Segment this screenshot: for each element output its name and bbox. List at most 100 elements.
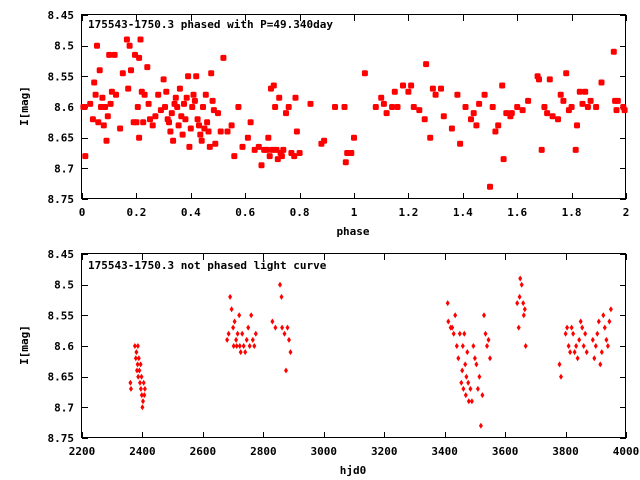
data-point	[516, 324, 521, 331]
data-point	[288, 349, 293, 356]
data-point	[472, 355, 477, 362]
data-point	[142, 392, 147, 399]
data-point	[204, 119, 211, 126]
data-point	[92, 91, 99, 98]
data-point	[103, 137, 110, 144]
data-point	[139, 392, 144, 399]
data-point	[226, 330, 231, 337]
data-point	[576, 88, 583, 95]
data-point	[250, 336, 255, 343]
data-point	[200, 104, 206, 110]
x-axis-label: hjd0	[340, 464, 367, 477]
data-point	[133, 119, 140, 126]
data-point	[342, 159, 349, 166]
data-point	[555, 116, 561, 123]
data-point	[244, 134, 251, 141]
data-point	[593, 104, 600, 110]
data-point	[172, 94, 179, 101]
data-point	[252, 343, 257, 349]
data-point	[163, 88, 170, 95]
data-point	[292, 94, 299, 101]
data-point	[621, 107, 628, 114]
data-point	[307, 100, 314, 107]
data-point	[470, 110, 477, 117]
data-point	[445, 300, 450, 307]
data-point	[454, 343, 459, 349]
data-point	[186, 143, 193, 150]
data-point	[198, 137, 205, 144]
data-point	[383, 110, 390, 117]
data-point	[608, 306, 613, 313]
x-tick-label: 4000	[613, 445, 640, 458]
data-point	[280, 146, 287, 153]
data-point	[508, 110, 515, 117]
data-point	[241, 343, 246, 349]
data-point	[234, 336, 239, 343]
data-point	[521, 312, 526, 319]
data-point	[117, 125, 124, 132]
data-point	[582, 88, 589, 95]
data-point	[463, 392, 468, 399]
data-point	[283, 110, 289, 117]
data-point	[521, 300, 526, 307]
data-point	[557, 361, 562, 368]
data-point	[481, 91, 488, 98]
axis-ticks: 2200 2400 2600 2800 3000 3200 3400 3600 3800 4000…	[48, 248, 640, 458]
data-point	[193, 73, 200, 80]
data-point	[584, 349, 589, 356]
data-point	[140, 119, 147, 126]
data-point	[427, 134, 434, 141]
data-point	[499, 82, 506, 89]
data-point	[168, 110, 175, 117]
data-point	[569, 324, 574, 331]
x-tick-label: 3800	[552, 445, 579, 458]
data-point	[235, 330, 240, 337]
data-point	[141, 379, 146, 386]
data-point	[462, 104, 469, 110]
data-point	[549, 113, 556, 120]
data-point	[486, 336, 491, 343]
data-point	[583, 330, 588, 337]
x-tick-label: 0.2	[126, 206, 146, 219]
data-point	[480, 392, 485, 399]
data-point	[160, 76, 167, 83]
x-tick-label: 2	[623, 206, 630, 219]
data-point	[489, 104, 496, 110]
x-tick-label: 3400	[431, 445, 458, 458]
data-point	[332, 104, 338, 110]
data-point	[266, 153, 273, 160]
data-point	[81, 104, 88, 110]
data-point	[111, 51, 118, 58]
data-point	[293, 128, 300, 135]
x-tick-label: 2600	[190, 445, 217, 458]
data-point	[194, 116, 201, 123]
data-point	[136, 373, 141, 380]
data-point	[205, 128, 212, 135]
x-tick-label: 1.8	[562, 206, 582, 219]
data-point	[135, 343, 140, 349]
data-point	[237, 343, 242, 349]
data-point	[321, 137, 328, 144]
data-point	[141, 398, 145, 405]
data-point	[95, 119, 102, 126]
data-point	[136, 54, 143, 61]
data-point	[541, 104, 548, 110]
y-tick-label: 8.5	[54, 40, 74, 53]
data-point	[249, 312, 254, 319]
y-tick-label: 8.45	[48, 9, 75, 22]
data-point	[102, 104, 109, 110]
data-point	[231, 324, 236, 331]
plot-frame	[81, 253, 626, 438]
y-tick-label: 8.5	[54, 279, 74, 292]
data-point	[372, 104, 379, 110]
data-point	[82, 153, 89, 160]
data-point	[448, 125, 455, 132]
data-point	[478, 422, 483, 429]
data-point	[544, 110, 551, 117]
data-point	[285, 324, 290, 331]
data-point	[155, 91, 162, 98]
data-point	[421, 116, 428, 123]
data-point	[94, 42, 100, 49]
data-point	[273, 324, 278, 331]
data-point	[134, 349, 139, 356]
